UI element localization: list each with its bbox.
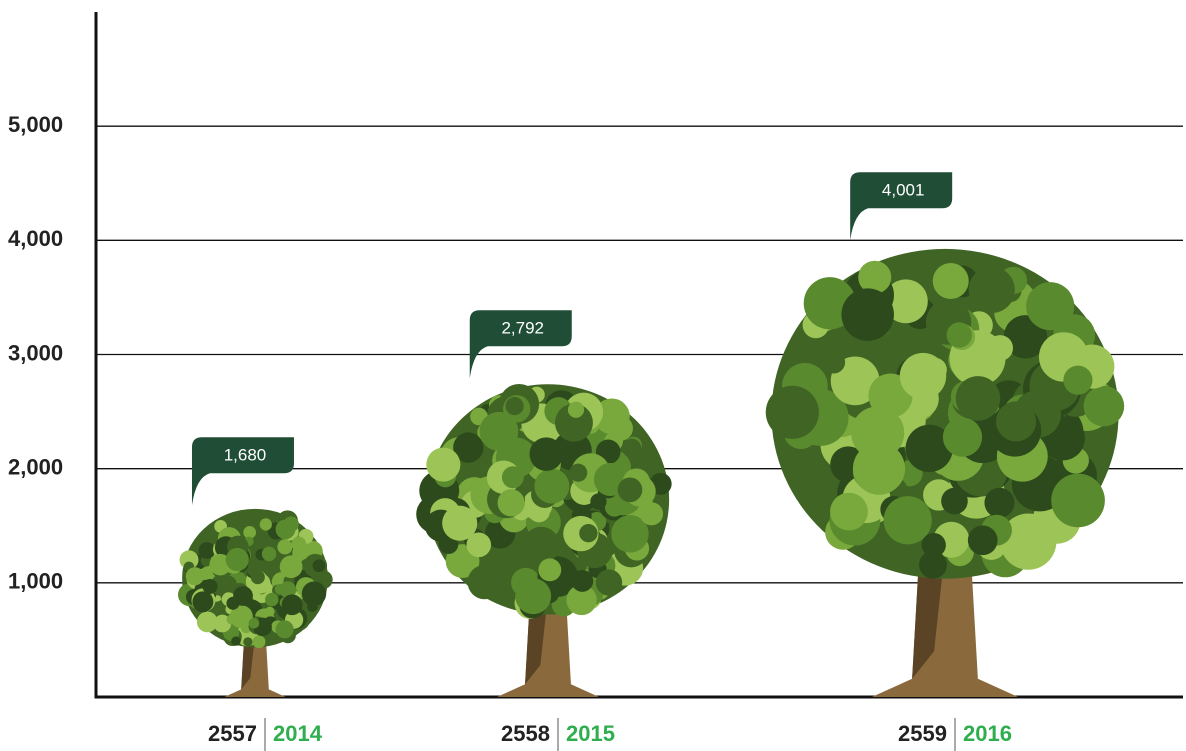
leaf-cluster xyxy=(968,525,998,555)
leaf-cluster xyxy=(969,267,1015,313)
leaf-cluster xyxy=(830,493,868,531)
x-tick-label: 2559 xyxy=(898,721,947,746)
leaf-cluster xyxy=(900,353,946,399)
leaf-cluster xyxy=(186,567,204,585)
leaf-cluster xyxy=(538,558,561,581)
leaf-cluster xyxy=(1026,282,1074,330)
y-tick-label: 4,000 xyxy=(8,226,63,251)
leaf-cluster xyxy=(530,437,564,471)
leaf-cluster xyxy=(622,439,641,458)
tree xyxy=(178,509,333,697)
leaf-cluster xyxy=(618,477,643,502)
leaf-cluster xyxy=(302,581,326,605)
leaf-cluster xyxy=(262,547,276,561)
leaf-cluster xyxy=(841,288,894,341)
leaf-cluster xyxy=(640,502,663,525)
leaf-cluster xyxy=(987,335,1013,361)
leaf-cluster xyxy=(506,397,524,415)
leaf-cluster xyxy=(253,635,266,648)
y-tick-label: 2,000 xyxy=(8,454,63,479)
leaf-cluster xyxy=(284,516,299,531)
leaf-cluster xyxy=(1084,386,1125,427)
x-tick-label-secondary: 2015 xyxy=(566,721,615,746)
value-label: 2,792 xyxy=(501,319,544,338)
leaf-cluster xyxy=(571,570,593,592)
leaf-cluster xyxy=(251,570,265,584)
leaf-cluster xyxy=(280,555,303,578)
leaf-cluster xyxy=(275,584,286,595)
leaf-cluster xyxy=(243,637,252,646)
leaf-cluster xyxy=(498,489,525,516)
leaf-cluster xyxy=(851,406,904,459)
leaf-cluster xyxy=(605,498,624,517)
leaf-cluster xyxy=(947,322,972,347)
leaf-cluster xyxy=(596,569,622,595)
leaf-cluster xyxy=(479,412,518,451)
leaf-cluster xyxy=(227,614,237,624)
leaf-cluster xyxy=(502,466,524,488)
leaf-cluster xyxy=(265,593,278,606)
leaf-cluster xyxy=(523,527,560,564)
tree xyxy=(766,249,1124,697)
x-tick-label: 2557 xyxy=(208,721,257,746)
x-tick-label-secondary: 2014 xyxy=(273,721,323,746)
value-label: 4,001 xyxy=(882,181,925,200)
y-tick-label: 5,000 xyxy=(8,112,63,137)
leaf-cluster xyxy=(933,263,969,299)
leaf-cluster xyxy=(515,578,551,614)
tree xyxy=(416,384,671,697)
leaf-cluster xyxy=(231,636,240,645)
leaf-cluster xyxy=(291,537,306,552)
page: {"chart_data": {"type": "tree", "categor… xyxy=(0,0,1186,751)
leaf-cluster xyxy=(766,386,819,439)
y-tick-label: 3,000 xyxy=(8,340,63,365)
value-label: 1,680 xyxy=(224,446,267,465)
leaf-cluster xyxy=(569,464,587,482)
y-tick-label: 1,000 xyxy=(8,569,63,594)
leaf-cluster xyxy=(943,418,982,457)
leaf-cluster xyxy=(491,584,511,604)
leaf-cluster xyxy=(313,559,326,572)
leaf-cluster xyxy=(984,488,1014,518)
leaf-cluster xyxy=(568,402,584,418)
leaf-cluster xyxy=(996,401,1036,441)
x-tick-label: 2558 xyxy=(501,721,550,746)
leaf-cluster xyxy=(282,594,303,615)
leaf-cluster xyxy=(956,376,1001,421)
leaf-cluster xyxy=(884,496,932,544)
leaf-cluster xyxy=(260,518,272,530)
leaf-cluster xyxy=(277,539,292,554)
leaf-cluster xyxy=(442,506,477,541)
leaf-cluster xyxy=(233,586,253,606)
leaf-cluster xyxy=(265,607,275,617)
leaf-cluster xyxy=(426,448,460,482)
leaf-cluster xyxy=(226,548,249,571)
leaf-cluster xyxy=(941,488,968,515)
leaf-cluster xyxy=(203,579,218,594)
leaf-cluster xyxy=(534,469,569,504)
leaf-cluster xyxy=(822,351,845,374)
leaf-cluster xyxy=(590,493,606,509)
chart: 1,000 2,000 3,000 4,000 5,000 1,680 2557 2014 2,… xyxy=(0,0,1186,751)
leaf-cluster xyxy=(192,591,213,612)
leaf-cluster xyxy=(1051,474,1105,528)
leaf-cluster xyxy=(579,524,597,542)
leaf-cluster xyxy=(922,533,946,557)
leaf-cluster xyxy=(276,620,294,638)
leaf-cluster xyxy=(249,618,260,629)
leaf-cluster xyxy=(199,542,216,559)
x-tick-label-secondary: 2016 xyxy=(963,721,1012,746)
leaf-cluster xyxy=(1063,366,1092,395)
